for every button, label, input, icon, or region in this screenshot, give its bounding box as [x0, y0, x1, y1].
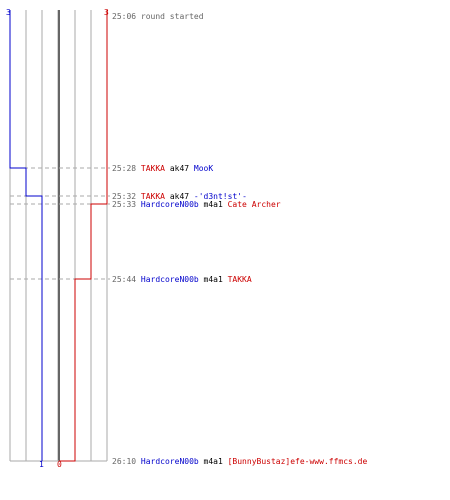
event-killer: HardcoreN00b: [141, 200, 199, 209]
event-weapon: m4a1: [199, 457, 228, 466]
event-text: round started: [141, 12, 204, 21]
red-start-count: 3: [104, 8, 109, 17]
event-time: 25:28: [112, 164, 141, 173]
event-row: 25:44 HardcoreN00b m4a1 TAKKA: [112, 275, 252, 284]
event-row: 25:33 HardcoreN00b m4a1 Cate Archer: [112, 200, 281, 209]
event-victim: MooK: [194, 164, 213, 173]
event-weapon: ak47: [165, 164, 194, 173]
event-killer: TAKKA: [141, 192, 165, 201]
event-weapon: m4a1: [199, 275, 228, 284]
event-log: 25:06 round started 25:28 TAKKA ak47 MooK…: [112, 12, 367, 466]
event-victim: Cate Archer: [228, 200, 281, 209]
event-time: 25:32: [112, 192, 141, 201]
red-team-alive-line: [59, 10, 108, 462]
event-victim: -'d3nt!st'-: [194, 192, 247, 201]
event-killer: HardcoreN00b: [141, 457, 199, 466]
event-time: 26:10: [112, 457, 141, 466]
event-time: 25:06: [112, 12, 141, 21]
event-time: 25:44: [112, 275, 141, 284]
blue-start-count: 3: [6, 8, 11, 17]
event-time: 25:33: [112, 200, 141, 209]
event-killer: TAKKA: [141, 164, 165, 173]
event-victim: TAKKA: [228, 275, 252, 284]
event-row: 25:28 TAKKA ak47 MooK: [112, 164, 213, 173]
event-row: 26:10 HardcoreN00b m4a1 [BunnyBustaz]efe…: [112, 457, 367, 466]
event-killer: HardcoreN00b: [141, 275, 199, 284]
event-weapon: ak47: [165, 192, 194, 201]
event-row: 25:32 TAKKA ak47 -'d3nt!st'-: [112, 192, 247, 201]
event-weapon: m4a1: [199, 200, 228, 209]
grid-lines: [9, 10, 108, 462]
event-row: 25:06 round started: [112, 12, 204, 21]
blue-end-count: 1: [39, 460, 44, 469]
event-victim: [BunnyBustaz]efe-www.ffmcs.de: [228, 457, 368, 466]
red-end-count: 0: [57, 460, 62, 469]
blue-team-alive-line: [9, 10, 43, 461]
